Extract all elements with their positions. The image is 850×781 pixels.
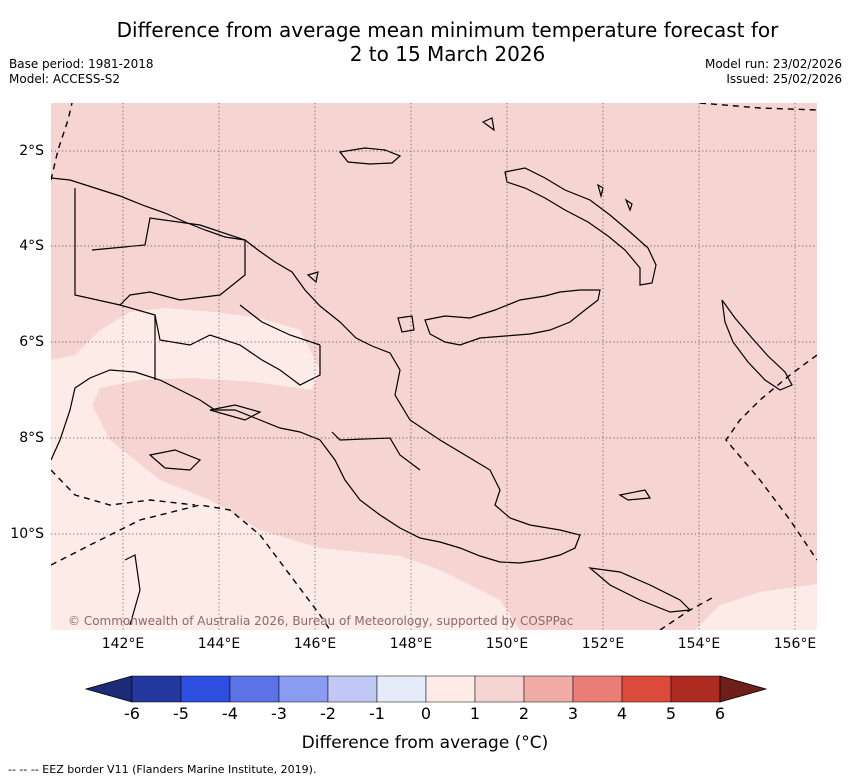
province-borders [91, 217, 421, 471]
colorbar-tick-label: -4 [222, 704, 238, 723]
manus-outline [338, 147, 402, 165]
graticule [51, 103, 817, 630]
colorbar-tick-label: 2 [518, 704, 530, 723]
longitude-label: 142°E [101, 636, 145, 652]
band-0-1-southeast [695, 584, 817, 630]
latitude-label: 6°S [19, 334, 44, 350]
colorbar-swatch [327, 675, 378, 703]
colorbar-swatch [376, 675, 427, 703]
issued-date: Issued: 25/02/2026 [726, 72, 842, 86]
colorbar-tick-label: 0 [420, 704, 432, 723]
map-title: Difference from average mean minimum tem… [0, 18, 850, 66]
model-name: Model: ACCESS-S2 [9, 72, 121, 86]
longitude-label: 152°E [581, 636, 625, 652]
colorbar-title: Difference from average (°C) [301, 733, 549, 753]
colorbar-tick-label: 4 [616, 704, 628, 723]
eez-north-east [699, 103, 817, 111]
eez-south-east [659, 597, 713, 630]
colorbar-tick-label: 6 [714, 704, 726, 723]
band-0-1-west [51, 308, 520, 630]
longitude-label: 146°E [293, 636, 337, 652]
colorbar-swatch [180, 675, 231, 703]
longitude-label: 148°E [389, 636, 433, 652]
longitude-label: 156°E [773, 636, 817, 652]
colorbar-swatch [229, 675, 280, 703]
longitude-label: 144°E [197, 636, 241, 652]
colorbar-tick-label: 5 [665, 704, 677, 723]
colorbar-swatch [572, 675, 623, 703]
colorbar-swatch [621, 675, 672, 703]
latitude-label: 8°S [19, 430, 44, 446]
colorbar-tick-label: 3 [567, 704, 579, 723]
latitude-label: 2°S [19, 143, 44, 159]
colorbar-tick-label: -2 [320, 704, 336, 723]
eez-north-west [51, 103, 73, 181]
colorbar-over-arrow [719, 675, 768, 703]
copyright-note: © Commonwealth of Australia 2026, Bureau… [68, 614, 574, 628]
meta-left: Base period: 1981-2018 Model: ACCESS-S2 [9, 57, 154, 87]
colorbar-swatch [474, 675, 525, 703]
model-run: Model run: 23/02/2026 [704, 57, 842, 71]
base-period: Base period: 1981-2018 [9, 57, 154, 71]
colorbar-swatch [523, 675, 574, 703]
latitude-label: 10°S [10, 526, 44, 542]
colorbar-under-arrow [84, 675, 133, 703]
colorbar-tick-label: -6 [124, 704, 140, 723]
colorbar-tick-label: -5 [173, 704, 189, 723]
colorbar-swatch [131, 675, 182, 703]
southern-coast-islands [148, 404, 262, 471]
meta-right: Model run: 23/02/2026 Issued: 25/02/2026 [705, 57, 842, 87]
eez-torres-strait [51, 469, 196, 506]
title-line-1: Difference from average mean minimum tem… [116, 18, 779, 42]
new-guinea-outline [51, 177, 581, 564]
new-britain-outline [424, 289, 601, 346]
colorbar-swatch [278, 675, 329, 703]
eez-east [725, 354, 817, 561]
colorbar [84, 675, 768, 703]
eez-legend: -- -- -- EEZ border V11 (Flanders Marine… [8, 763, 317, 776]
colorbar-tick-label: 1 [469, 704, 481, 723]
colorbar-tick-label: -3 [271, 704, 287, 723]
new-ireland-outline [504, 167, 657, 286]
title-line-2: 2 to 15 March 2026 [349, 42, 546, 66]
land-outlines [51, 117, 793, 626]
small-islands [124, 117, 652, 626]
colorbar-swatch [670, 675, 721, 703]
longitude-label: 150°E [485, 636, 529, 652]
colorbar-tick-label: -1 [369, 704, 385, 723]
latitude-label: 4°S [19, 238, 44, 254]
eez-south-west [51, 504, 331, 630]
bougainville-outline [721, 299, 793, 391]
colorbar-swatch [425, 675, 476, 703]
eez-borders [51, 103, 817, 630]
longitude-label: 154°E [677, 636, 721, 652]
